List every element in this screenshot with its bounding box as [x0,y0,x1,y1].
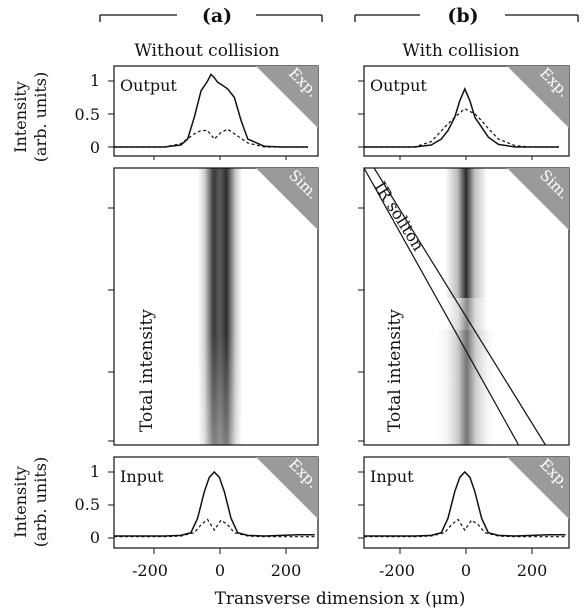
yticks-a-total [108,207,114,442]
yticks-b-input [358,471,364,539]
ylabel-input: Intensity (arb. units) [11,457,50,547]
plot-b-input [364,470,566,538]
ytick-label: 0.5 [75,495,100,514]
xticks-b-input: -200 0 200 [379,548,547,580]
ir-soliton-lines [363,168,546,445]
xtick-label: 200 [271,561,302,580]
exp-tag-triangle [507,66,569,128]
ir-soliton-line [363,168,520,445]
panel-a-total: Sim. Total intensity [108,166,322,446]
series-line-dashed [114,128,308,148]
yticks-a-input: 1 0.5 0 [75,462,114,547]
ylabel-line1: Intensity [11,466,30,538]
xticks-a-output [153,156,287,160]
series-line-dashed [364,107,559,148]
beam-b-upper [445,168,487,298]
sim-tag-triangle [507,168,569,230]
column-label-b: (b) [447,5,478,27]
yticks-b-total [358,207,364,442]
ylabel-line2: (arb. units) [31,457,50,547]
ytick-label: 0 [90,138,100,157]
plot-a-output [114,73,308,148]
column-label-a: (a) [202,5,232,27]
row-label-input: Input [370,467,414,486]
plot-a-input [114,470,315,538]
row-label-output: Output [370,76,427,95]
xtick-label: 0 [215,561,225,580]
column-header-b: (b) With collision [354,5,579,61]
column-title-a: Without collision [134,41,279,61]
yticks-a-output: 1 0.5 0 [75,71,114,157]
ylabel-output: Intensity (arb. units) [11,72,50,162]
xtick-label: 0 [461,561,471,580]
xticks-b-output [399,156,533,160]
xtick-label: -200 [132,561,168,580]
panel-b-input: Exp. Input -200 0 200 [358,455,573,580]
exp-tag-triangle [507,457,569,519]
series-line-dashed [364,518,566,538]
sim-tag-triangle [256,168,318,230]
row-label-total: Total intensity [385,309,405,432]
series-line-solid [114,470,315,537]
column-title-b: With collision [402,41,519,61]
column-header-a: (a) Without collision [99,5,323,61]
ytick-label: 1 [90,462,100,481]
panel-b-output: Exp. Output [358,64,573,160]
panel-a-input: Exp. Input 1 0.5 0 -200 0 200 [75,455,322,580]
ylabel-line2: (arb. units) [31,72,50,162]
x-axis-label: Transverse dimension x (μm) [215,589,466,609]
xtick-label: -200 [379,561,415,580]
ylabel-line1: Intensity [11,81,30,153]
xtick-label: 200 [517,561,548,580]
yticks-b-output [358,80,364,148]
panel-b-total: Sim. Total intensity IR soliton [358,166,573,446]
exp-tag-triangle [256,66,318,128]
series-line-solid [364,470,566,537]
series-line-dashed [114,518,315,538]
ytick-label: 0 [90,528,100,547]
panel-a-output: Exp. Output 1 0.5 0 [75,64,322,160]
exp-tag-triangle [256,457,318,519]
ytick-label: 1 [90,71,100,90]
row-label-total: Total intensity [137,309,157,432]
xticks-a-input: -200 0 200 [132,548,301,580]
row-label-input: Input [120,467,164,486]
ytick-label: 0.5 [75,105,100,124]
ir-soliton-line [373,168,546,445]
row-label-output: Output [120,76,177,95]
plot-b-output [364,86,559,148]
